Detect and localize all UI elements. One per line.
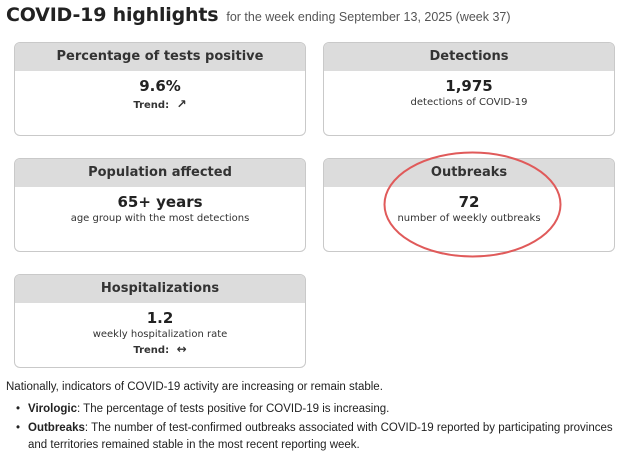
arrow-left-right-icon: ↔ (176, 342, 187, 356)
card-description: detections of COVID-19 (410, 97, 528, 108)
card-title: Population affected (15, 159, 305, 187)
card-value: 9.6% (139, 77, 181, 95)
bullet-label: Virologic (28, 403, 77, 415)
trend-indicator: Trend: ↔ (15, 342, 305, 356)
card-title: Outbreaks (324, 159, 614, 187)
bullet-icon: • (16, 403, 21, 415)
card-value: 1,975 (445, 77, 493, 95)
card-description: age group with the most detections (70, 213, 250, 224)
summary-text: Nationally, indicators of COVID-19 activ… (6, 381, 383, 393)
card-value: 72 (458, 193, 480, 211)
trend-indicator: Trend: ↗ (15, 97, 305, 111)
indicator-bullet-list: • Virologic: The percentage of tests posi… (14, 401, 634, 456)
card-title: Percentage of tests positive (15, 43, 305, 71)
card-detections: Detections 1,975 detections of COVID-19 (323, 42, 615, 136)
list-item: • Outbreaks: The number of test-confirmed… (14, 420, 634, 454)
arrow-up-right-icon: ↗ (176, 97, 187, 111)
page-header: COVID-19 highlights for the week ending … (6, 4, 511, 30)
page-subtitle: for the week ending September 13, 2025 (… (226, 10, 511, 24)
card-title: Detections (324, 43, 614, 71)
page-title: COVID-19 highlights (6, 4, 219, 26)
trend-label: Trend: (133, 345, 170, 356)
card-outbreaks: Outbreaks 72 number of weekly outbreaks (323, 158, 615, 252)
list-item: • Virologic: The percentage of tests posi… (14, 401, 634, 418)
bullet-text: : The percentage of tests positive for C… (77, 403, 390, 415)
card-title: Hospitalizations (15, 275, 305, 303)
bullet-text: : The number of test-confirmed outbreaks… (28, 422, 613, 451)
card-value: 65+ years (117, 193, 203, 211)
card-tests-positive: Percentage of tests positive 9.6% Trend:… (14, 42, 306, 136)
card-population-affected: Population affected 65+ years age group … (14, 158, 306, 252)
card-description: number of weekly outbreaks (397, 213, 541, 224)
bullet-label: Outbreaks (28, 422, 85, 434)
card-value: 1.2 (146, 309, 174, 327)
trend-label: Trend: (133, 100, 170, 111)
card-hospitalizations: Hospitalizations 1.2 weekly hospitalizat… (14, 274, 306, 368)
card-description: weekly hospitalization rate (92, 329, 228, 340)
bullet-icon: • (16, 422, 21, 434)
